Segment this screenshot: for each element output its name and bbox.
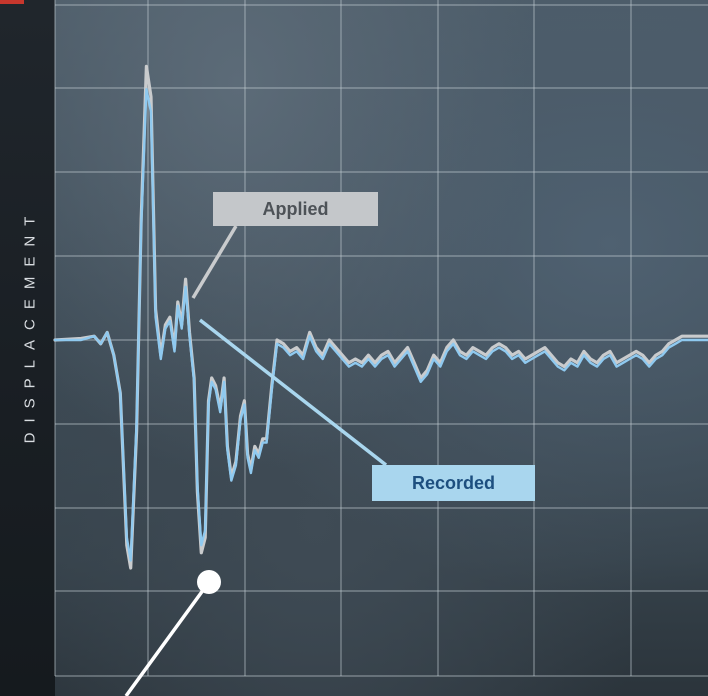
pointer-line (124, 580, 211, 696)
applied-label: Applied (213, 192, 378, 226)
series-line-recorded (53, 88, 708, 562)
y-axis-strip (0, 0, 55, 696)
pointer-dot (197, 570, 221, 594)
recorded-label-text: Recorded (411, 472, 496, 493)
red-accent-bar (0, 0, 24, 4)
recorded-leader-line (198, 318, 388, 467)
recorded-label: Recorded (372, 465, 535, 501)
plot-background (55, 0, 708, 696)
applied-leader-line (191, 225, 238, 299)
grid (54, 0, 708, 677)
series-lines (53, 64, 708, 570)
applied-label-text: Applied (262, 198, 329, 219)
callouts (124, 225, 388, 696)
